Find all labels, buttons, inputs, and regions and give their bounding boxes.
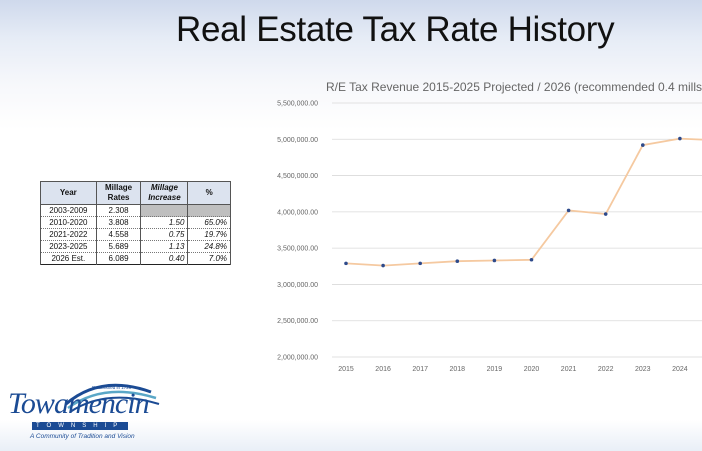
x-tick-label: 2018 xyxy=(450,366,466,373)
data-point xyxy=(678,136,682,141)
logo-township: TOWNSHIP xyxy=(32,422,129,430)
header-millage-increase: Millage Increase xyxy=(140,181,189,205)
slide-title: Real Estate Tax Rate History xyxy=(176,10,615,49)
header-millage-rates: Millage Rates xyxy=(95,181,142,205)
cell-year: 2021-2022 xyxy=(40,228,97,241)
cell-rate: 3.808 xyxy=(95,216,142,229)
towamencin-logo: Established in 1728 Towamencin TOWNSHIP … xyxy=(6,376,166,446)
cell-percent: 24.8% xyxy=(187,240,231,253)
cell-percent: 19.7% xyxy=(187,228,231,241)
millage-table-header-row: Year Millage Rates Millage Increase % xyxy=(40,181,231,205)
x-tick-label: 2022 xyxy=(598,366,614,373)
cell-increase: 1.13 xyxy=(140,240,189,253)
millage-table: Year Millage Rates Millage Increase % 20… xyxy=(40,181,231,265)
cell-year: 2010-2020 xyxy=(40,216,97,229)
table-row: 2003-2009 2.308 xyxy=(40,204,231,217)
cell-rate: 6.089 xyxy=(95,252,142,265)
x-tick-label: 2021 xyxy=(561,366,577,373)
data-point xyxy=(641,143,645,147)
cell-year: 2026 Est. xyxy=(40,252,97,265)
cell-year: 2023-2025 xyxy=(40,240,97,253)
cell-increase: 0.40 xyxy=(140,252,189,265)
y-tick-label: 5,500,000.00 xyxy=(277,101,318,108)
y-tick-label: 4,500,000.00 xyxy=(277,173,318,180)
y-tick-label: 3,500,000.00 xyxy=(277,246,318,253)
logo-arc-icon xyxy=(65,383,160,413)
logo-tagline: A Community of Tradition and Vision xyxy=(30,433,135,440)
table-row: 2021-2022 4.558 0.75 19.7% xyxy=(40,228,231,241)
x-tick-label: 2023 xyxy=(635,366,651,373)
table-row: 2010-2020 3.808 1.50 65.0% xyxy=(40,216,231,229)
x-tick-label: 2019 xyxy=(487,366,503,373)
cell-year: 2003-2009 xyxy=(40,204,97,217)
table-row: 2023-2025 5.689 1.13 24.8% xyxy=(40,240,231,253)
x-tick-label: 2020 xyxy=(524,366,540,373)
x-tick-label: 2016 xyxy=(375,366,391,373)
header-percent: % xyxy=(187,181,231,205)
data-point xyxy=(455,259,460,264)
cell-percent xyxy=(187,204,231,217)
chart-title: R/E Tax Revenue 2015-2025 Projected / 20… xyxy=(326,80,702,94)
cell-increase xyxy=(140,204,189,217)
cell-rate: 2.308 xyxy=(95,204,142,217)
cell-increase: 0.75 xyxy=(140,228,189,241)
y-tick-label: 2,000,000.00 xyxy=(277,355,318,362)
cell-increase: 1.50 xyxy=(140,216,189,229)
data-point xyxy=(492,258,497,263)
y-tick-label: 2,500,000.00 xyxy=(277,318,318,325)
table-row: 2026 Est. 6.089 0.40 7.0% xyxy=(40,252,231,265)
x-tick-label: 2024 xyxy=(672,366,688,373)
header-year: Year xyxy=(40,181,97,205)
logo-name: Towamencin xyxy=(8,387,150,420)
data-point xyxy=(529,257,534,262)
data-point xyxy=(603,212,608,216)
data-point xyxy=(566,208,571,213)
y-tick-label: 4,000,000.00 xyxy=(277,209,318,216)
data-point xyxy=(381,263,385,268)
logo-established: Established in 1728 xyxy=(92,385,132,390)
data-point xyxy=(418,261,423,266)
cell-percent: 65.0% xyxy=(187,216,231,229)
cell-rate: 5.689 xyxy=(95,240,142,253)
cell-rate: 4.558 xyxy=(95,228,142,241)
y-tick-label: 3,000,000.00 xyxy=(277,282,318,289)
x-tick-label: 2017 xyxy=(412,366,428,373)
y-tick-label: 5,000,000.00 xyxy=(277,137,318,144)
series-line xyxy=(345,137,702,267)
cell-percent: 7.0% xyxy=(187,252,231,265)
data-point xyxy=(344,261,348,266)
x-tick-label: 2015 xyxy=(338,366,354,373)
